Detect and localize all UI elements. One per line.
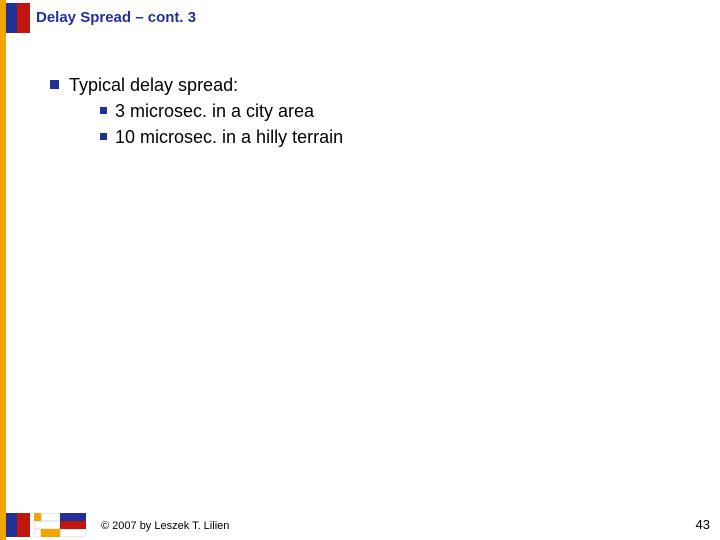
- bullet-level2: 3 microsec. in a city area: [100, 98, 690, 124]
- cell: [60, 521, 86, 529]
- bullet-text: 3 microsec. in a city area: [115, 98, 690, 124]
- footer-accent-blue: [6, 513, 17, 537]
- cell: [41, 513, 60, 521]
- mondrian-icon: [34, 513, 86, 537]
- square-bullet-icon: [50, 80, 59, 89]
- cell: [34, 513, 41, 521]
- slide-title: Delay Spread – cont. 3: [36, 9, 196, 26]
- title-accent-red: [17, 3, 30, 33]
- square-bullet-small-icon: [100, 107, 107, 114]
- cell: [41, 529, 60, 537]
- cell: [34, 529, 41, 537]
- bullet-level1: Typical delay spread:: [50, 72, 690, 98]
- footer-accent-red: [17, 513, 30, 537]
- bullet-text: 10 microsec. in a hilly terrain: [115, 124, 690, 150]
- left-orange-strip: [0, 0, 6, 540]
- page-number: 43: [696, 517, 710, 532]
- copyright-text: © 2007 by Leszek T. Lilien: [101, 520, 229, 532]
- bullet-text: Typical delay spread:: [69, 72, 690, 98]
- footer-bar: © 2007 by Leszek T. Lilien 43: [6, 513, 718, 537]
- title-accent-blue: [6, 3, 17, 33]
- cell: [60, 529, 86, 537]
- bullet-level2: 10 microsec. in a hilly terrain: [100, 124, 690, 150]
- cell: [60, 513, 86, 521]
- square-bullet-small-icon: [100, 133, 107, 140]
- slide-content: Typical delay spread: 3 microsec. in a c…: [50, 72, 690, 150]
- cell: [34, 521, 60, 529]
- title-bar: Delay Spread – cont. 3: [6, 3, 718, 33]
